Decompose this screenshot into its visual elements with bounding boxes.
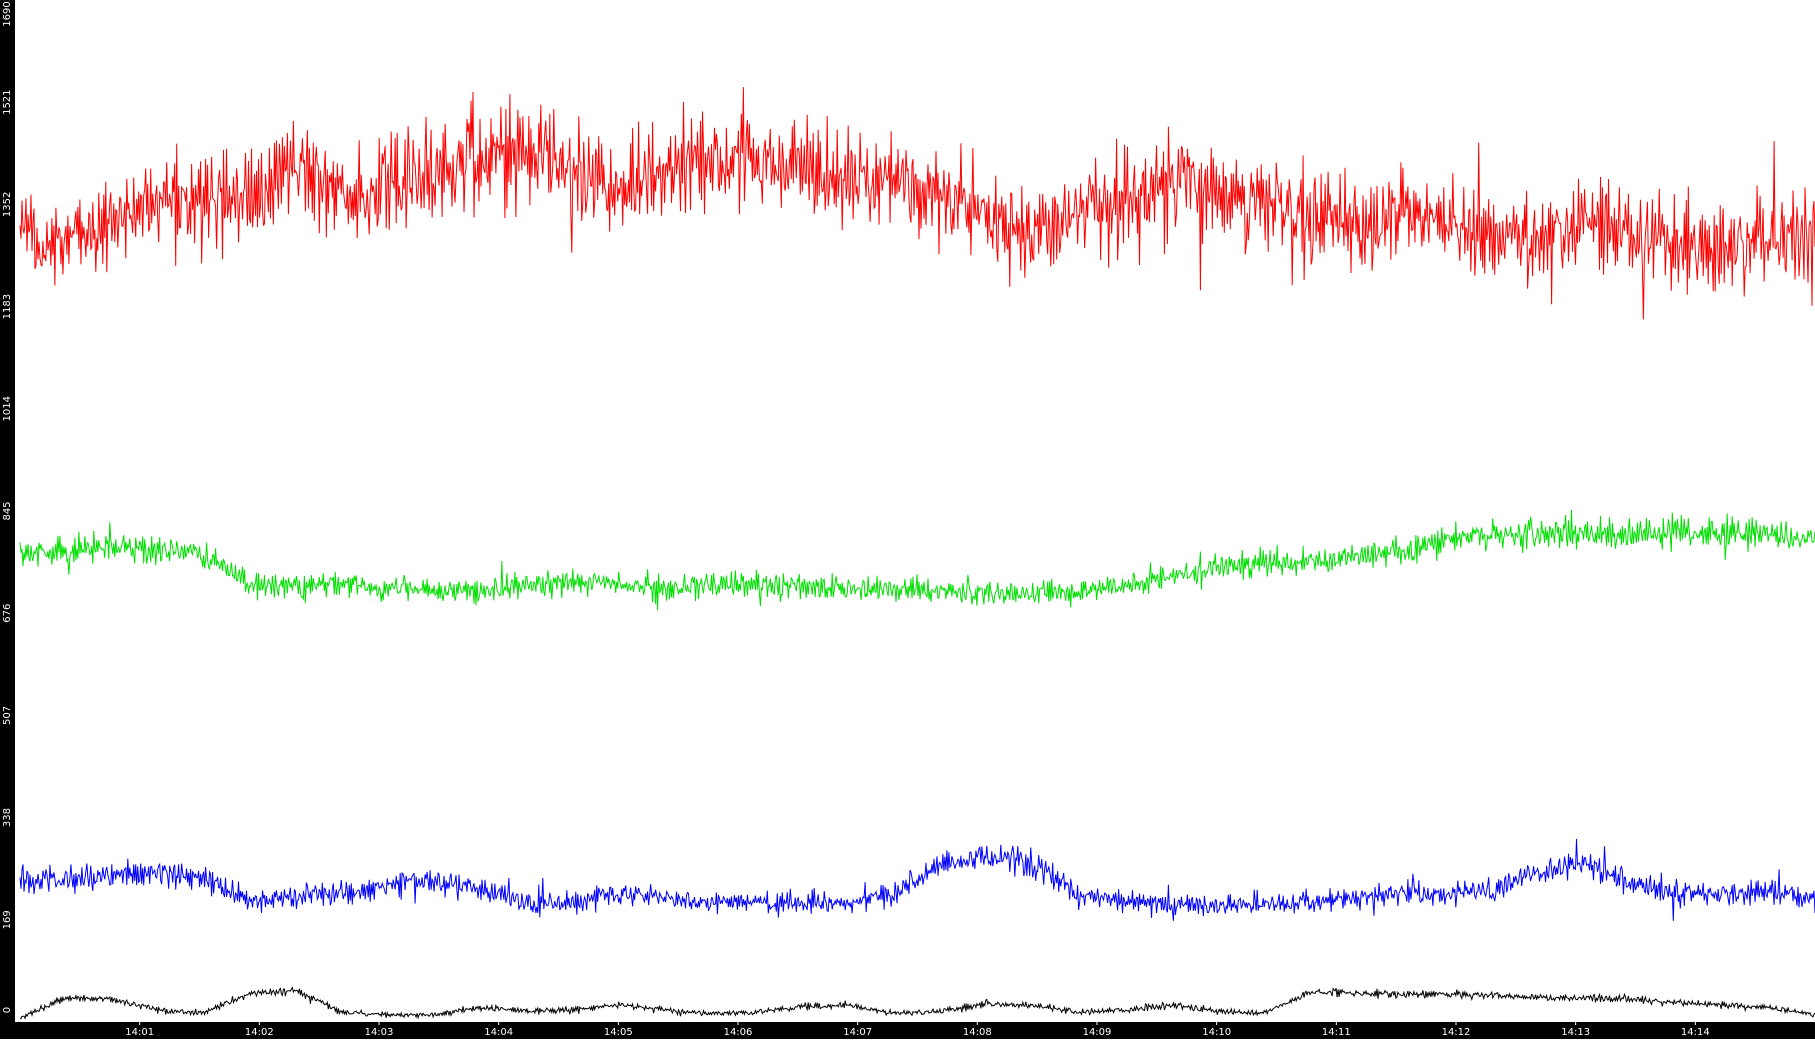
x-tick-label: 14:14 [1681,1027,1710,1038]
y-tick-layer: 0 169 338 507 676 845 1014 1183 1352 1521 1690 [2,1,13,1013]
y-tick-label: 0 [2,1007,13,1013]
x-tick-label: 14:02 [245,1027,274,1038]
x-tick-label: 14:07 [843,1027,872,1038]
y-tick-label: 1690 [2,1,13,26]
y-tick-label: 1183 [2,294,13,319]
series-line [19,838,1815,921]
x-tick-label: 14:04 [484,1027,513,1038]
x-tick-label: 14:08 [963,1027,992,1038]
x-tick-label: 14:05 [604,1027,633,1038]
x-axis-bar [0,1022,1815,1039]
y-tick-label: 1521 [2,89,13,114]
x-tick-label: 14:12 [1442,1027,1471,1038]
x-tick-label: 14:11 [1322,1027,1351,1038]
series-line [19,986,1815,1020]
y-axis-bar [0,0,15,1039]
series-layer [19,87,1815,1020]
x-tick-label: 14:13 [1561,1027,1590,1038]
x-tick-label: 14:06 [724,1027,753,1038]
y-tick-label: 1352 [2,192,13,217]
y-tick-label: 169 [2,910,13,929]
y-tick-label: 845 [2,501,13,520]
y-tick-label: 676 [2,604,13,623]
x-tick-label: 14:03 [365,1027,394,1038]
x-tick-label: 14:10 [1202,1027,1231,1038]
series-line [19,87,1815,320]
y-tick-label: 338 [2,808,13,827]
x-tick-layer: 14:01 14:02 14:03 14:04 14:05 14:06 14:07 14:08… [125,1022,1710,1038]
x-tick-label: 14:01 [125,1027,154,1038]
y-tick-label: 1014 [2,396,13,421]
y-tick-label: 507 [2,706,13,725]
series-line [19,509,1815,611]
x-tick-label: 14:09 [1083,1027,1112,1038]
